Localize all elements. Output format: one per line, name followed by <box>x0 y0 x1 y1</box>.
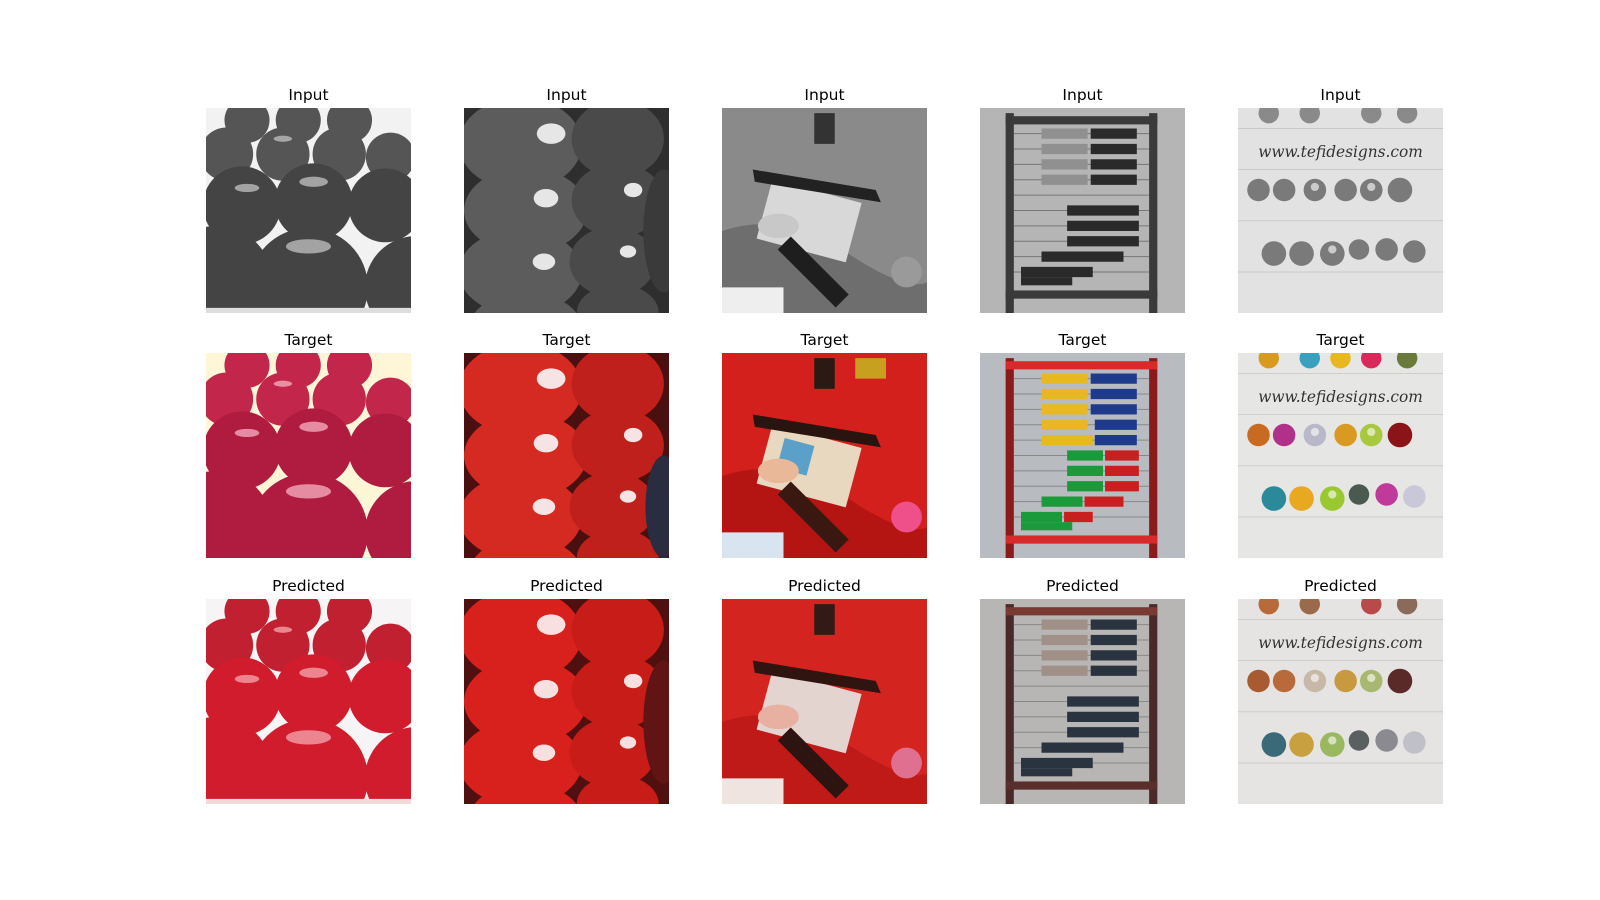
row-title-target: Target <box>284 331 333 349</box>
row-title-predicted: Predicted <box>530 577 603 595</box>
row-title-predicted: Predicted <box>1046 577 1119 595</box>
target-image-3 <box>722 353 927 558</box>
row-title-input: Input <box>804 86 845 104</box>
target-image-2 <box>464 353 669 558</box>
row-title-target: Target <box>1316 331 1365 349</box>
row-title-input: Input <box>546 86 587 104</box>
watermark-text: www.tefidesigns.com <box>1258 634 1423 652</box>
input-image-1 <box>206 108 411 313</box>
target-image-1 <box>206 353 411 558</box>
predicted-image-4 <box>980 599 1185 804</box>
predicted-image-3 <box>722 599 927 804</box>
input-image-4 <box>980 108 1185 313</box>
predicted-image-2 <box>464 599 669 804</box>
input-image-2 <box>464 108 669 313</box>
predicted-image-5: www.tefidesigns.com <box>1238 599 1443 804</box>
row-title-predicted: Predicted <box>788 577 861 595</box>
watermark-text: www.tefidesigns.com <box>1258 143 1423 161</box>
row-title-target: Target <box>800 331 849 349</box>
row-title-input: Input <box>288 86 329 104</box>
input-image-3 <box>722 108 927 313</box>
row-title-target: Target <box>1058 331 1107 349</box>
row-title-input: Input <box>1320 86 1361 104</box>
row-title-target: Target <box>542 331 591 349</box>
target-image-4 <box>980 353 1185 558</box>
input-image-5: www.tefidesigns.com <box>1238 108 1443 313</box>
predicted-image-1 <box>206 599 411 804</box>
row-title-input: Input <box>1062 86 1103 104</box>
row-title-predicted: Predicted <box>1304 577 1377 595</box>
target-image-5: www.tefidesigns.com <box>1238 353 1443 558</box>
watermark-text: www.tefidesigns.com <box>1258 388 1423 406</box>
row-title-predicted: Predicted <box>272 577 345 595</box>
